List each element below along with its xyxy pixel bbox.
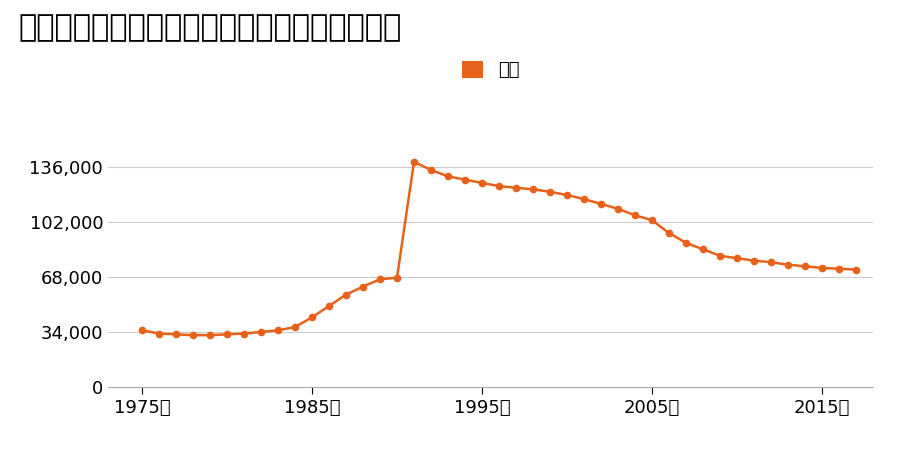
Legend: 価格: 価格	[462, 61, 519, 80]
Text: 愛知県知多市八幡字田渕１番１５４の地価推移: 愛知県知多市八幡字田渕１番１５４の地価推移	[18, 14, 401, 42]
